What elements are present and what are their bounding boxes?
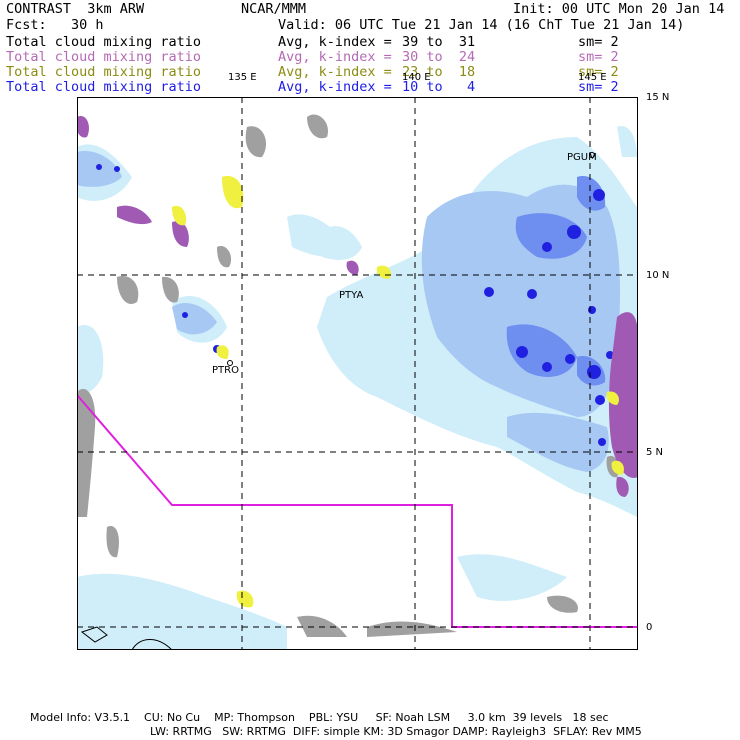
valid-time: Valid: 06 UTC Tue 21 Jan 14 (16 ChT Tue … <box>278 17 685 33</box>
legend-row-stat: Avg, k-index = <box>278 79 392 95</box>
legend-row-sm: sm= 2 <box>578 79 619 95</box>
legend-row-sm: sm= 2 <box>578 34 619 50</box>
legend-row-stat: Avg, k-index = <box>278 64 392 80</box>
lat-lon-grid <box>77 97 638 650</box>
legend-row-field: Total cloud mixing ratio <box>6 34 202 50</box>
legend-row-sm: sm= 2 <box>578 64 619 80</box>
init-time: Init: 00 UTC Mon 20 Jan 14 <box>513 1 725 17</box>
lon-label-135e: 135 E <box>228 72 257 83</box>
cloud-yellow-layer <box>172 176 624 608</box>
lon-label-145e: 145 E <box>578 72 607 83</box>
model-info-line1: Model Info: V3.5.1 CU: No Cu MP: Thompso… <box>30 711 609 724</box>
forecast-hour: Fcst: 30 h <box>6 17 104 33</box>
legend-row-field: Total cloud mixing ratio <box>6 79 202 95</box>
map-panel: PGUM PTYA PTRO <box>77 97 638 650</box>
station-label-ptya: PTYA <box>339 290 364 301</box>
lat-label-15n: 15 N <box>646 92 670 103</box>
legend-row-range: 39 to 31 <box>402 34 476 50</box>
model-title: CONTRAST 3km ARW <box>6 1 145 17</box>
legend-row-range: 30 to 24 <box>402 49 476 65</box>
model-info-line2: LW: RRTMG SW: RRTMG DIFF: simple KM: 3D … <box>150 725 642 738</box>
cloud-dark-blue <box>506 176 606 386</box>
map-frame <box>77 97 638 650</box>
station-marker-pgum <box>589 152 595 158</box>
eez-boundary <box>77 394 638 628</box>
station-label-ptro: PTRO <box>212 365 239 376</box>
legend-row-range: 10 to 4 <box>402 79 476 95</box>
cloud-purple-layer <box>77 116 638 497</box>
station-markers <box>227 152 595 366</box>
lon-label-140e: 140 E <box>402 72 431 83</box>
legend-row-field: Total cloud mixing ratio <box>6 49 202 65</box>
coastlines <box>80 626 173 650</box>
map-canvas <box>77 97 638 650</box>
station-label-pgum: PGUM <box>567 152 597 163</box>
lat-label-5n: 5 N <box>646 447 664 458</box>
lat-label-0: 0 <box>646 622 653 633</box>
org-label: NCAR/MMM <box>241 1 307 17</box>
legend-row-range: 23 to 18 <box>402 64 476 80</box>
legend-row-stat: Avg, k-index = <box>278 34 392 50</box>
legend-row-sm: sm= 2 <box>578 49 619 65</box>
legend-row-stat: Avg, k-index = <box>278 49 392 65</box>
legend-row-field: Total cloud mixing ratio <box>6 64 202 80</box>
station-marker-ptro <box>227 360 233 366</box>
lat-label-10n: 10 N <box>646 270 670 281</box>
